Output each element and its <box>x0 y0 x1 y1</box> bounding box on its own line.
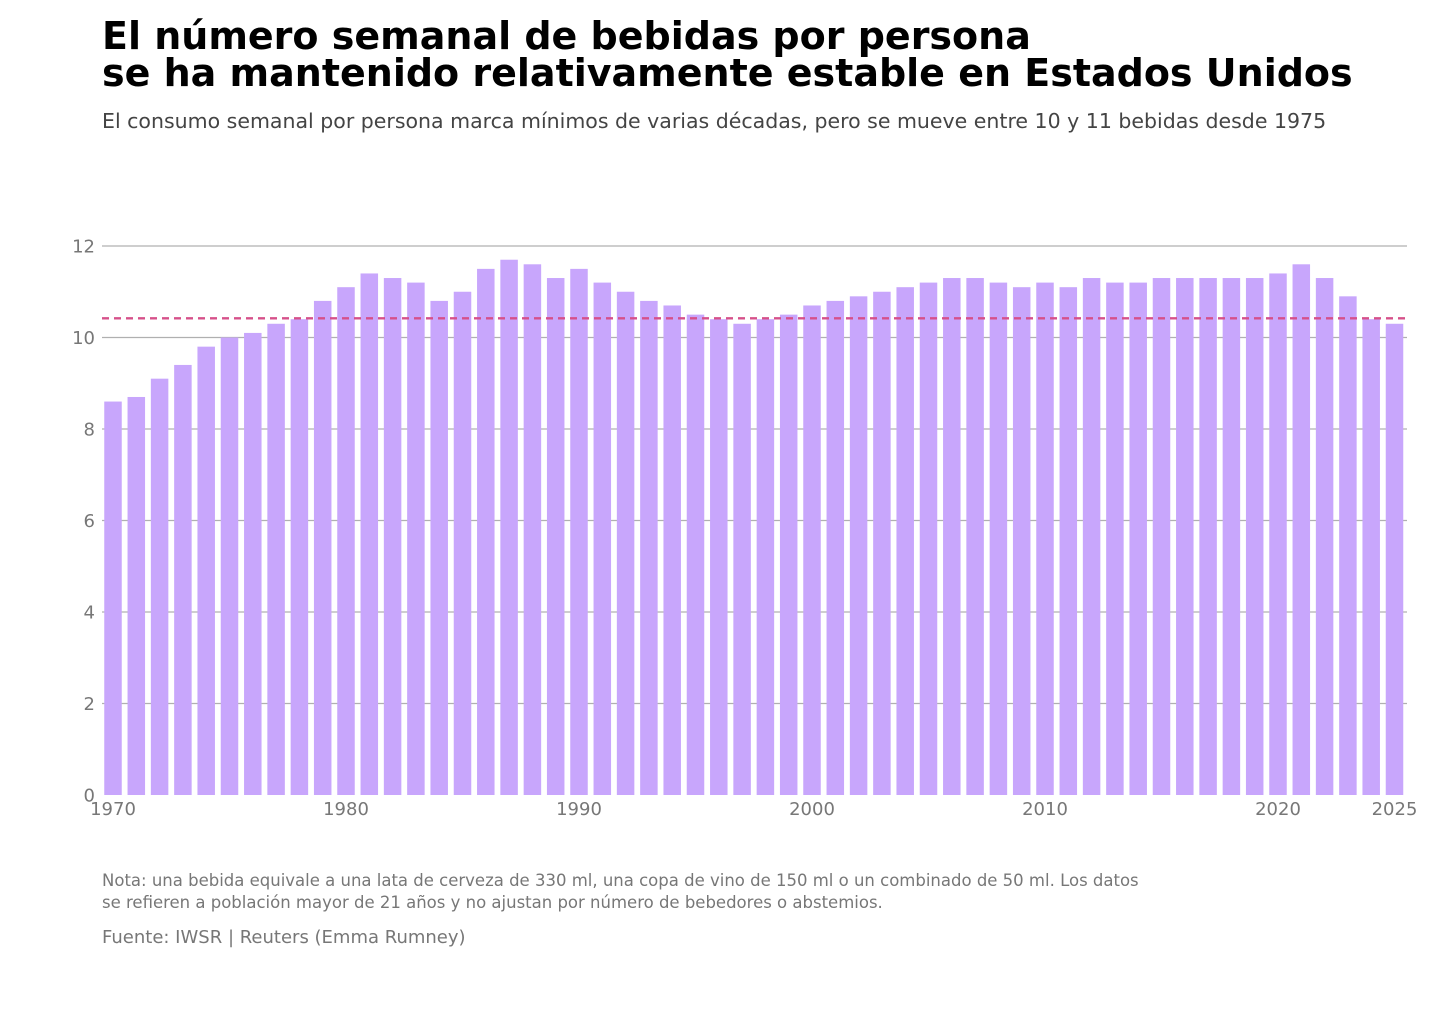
chart-title-line-1: El número semanal de bebidas por persona <box>102 14 1031 58</box>
bar-1999 <box>779 314 798 795</box>
bar-2011 <box>1059 287 1078 795</box>
bar-2002 <box>849 296 868 795</box>
bar-1987 <box>500 259 518 796</box>
bar-2009 <box>1012 287 1031 795</box>
chart-note-line-2: se refieren a población mayor de 21 años… <box>102 893 883 912</box>
bar-1982 <box>383 278 402 795</box>
bar-1970 <box>104 401 122 795</box>
x-tick-label: 2000 <box>789 799 835 820</box>
bar-1977 <box>267 323 285 795</box>
bar-2016 <box>1176 278 1194 795</box>
bar-1988 <box>523 264 542 795</box>
x-tick-label: 2025 <box>1372 799 1418 820</box>
chart-note: Nota: una bebida equivale a una lata de … <box>102 870 1302 914</box>
bar-2012 <box>1082 278 1101 795</box>
bar-1998 <box>756 319 775 795</box>
bar-2021 <box>1292 264 1311 795</box>
bar-1992 <box>616 291 635 795</box>
bar-2001 <box>826 300 845 795</box>
bar-2006 <box>943 278 961 795</box>
bar-2025 <box>1385 323 1404 795</box>
bar-2015 <box>1152 278 1171 795</box>
bar-1974 <box>197 346 215 795</box>
bar-1980 <box>337 287 355 795</box>
bar-2014 <box>1129 282 1147 796</box>
bar-2013 <box>1106 282 1124 796</box>
bar-1989 <box>546 278 565 795</box>
bar-1973 <box>174 364 192 795</box>
y-tick-label: 2 <box>84 694 95 715</box>
bar-2003 <box>873 291 891 795</box>
y-tick-label: 10 <box>72 328 95 349</box>
chart-title-line-2: se ha mantenido relativamente estable en… <box>102 51 1353 95</box>
bar-1994 <box>663 305 681 795</box>
chart-note-line-1: Nota: una bebida equivale a una lata de … <box>102 871 1139 890</box>
y-tick-label: 12 <box>72 237 95 258</box>
bar-1981 <box>360 273 379 795</box>
bar-1978 <box>290 319 309 795</box>
chart-source: Fuente: IWSR | Reuters (Emma Rumney) <box>102 927 466 948</box>
bar-2019 <box>1245 278 1264 795</box>
y-tick-label: 6 <box>84 511 95 532</box>
bar-1972 <box>150 378 169 795</box>
bar-2008 <box>989 282 1008 796</box>
bar-2023 <box>1339 296 1357 795</box>
y-tick-label: 4 <box>84 603 95 624</box>
bar-2007 <box>966 278 984 795</box>
bar-1991 <box>593 282 612 796</box>
bar-1985 <box>453 291 472 795</box>
chart-subtitle: El consumo semanal por persona marca mín… <box>102 109 1327 133</box>
bar-1984 <box>430 300 448 795</box>
x-axis: 1970 1980 1990 2000 2010 2020 2025 <box>90 799 1417 820</box>
y-axis: 0 2 4 6 8 10 12 <box>72 237 95 807</box>
bar-2010 <box>1036 282 1054 796</box>
bar-2020 <box>1269 273 1287 795</box>
bar-1976 <box>244 332 262 795</box>
bar-1996 <box>710 319 728 795</box>
bars <box>104 259 1404 796</box>
x-tick-label: 2010 <box>1022 799 1068 820</box>
bar-1975 <box>220 337 239 795</box>
bar-2017 <box>1199 278 1217 795</box>
bar-1995 <box>686 314 705 795</box>
bar-2022 <box>1315 278 1334 795</box>
bar-2005 <box>919 282 938 796</box>
bar-1990 <box>570 268 588 795</box>
bar-1983 <box>407 282 425 796</box>
x-tick-label: 1990 <box>556 799 602 820</box>
x-tick-label: 1980 <box>323 799 369 820</box>
x-tick-label: 2020 <box>1255 799 1301 820</box>
bar-1993 <box>640 300 658 795</box>
bar-1997 <box>733 323 751 795</box>
x-tick-label: 1970 <box>90 799 136 820</box>
bar-2004 <box>896 287 914 795</box>
bar-1971 <box>127 396 146 795</box>
y-tick-label: 8 <box>84 420 95 441</box>
y-tick-label: 0 <box>84 786 95 807</box>
bar-1986 <box>477 268 495 795</box>
bar-2024 <box>1362 319 1380 795</box>
bar-2000 <box>803 305 821 795</box>
chart-title: El número semanal de bebidas por persona… <box>102 14 1432 95</box>
bar-1979 <box>313 300 332 795</box>
bar-2018 <box>1222 278 1241 795</box>
